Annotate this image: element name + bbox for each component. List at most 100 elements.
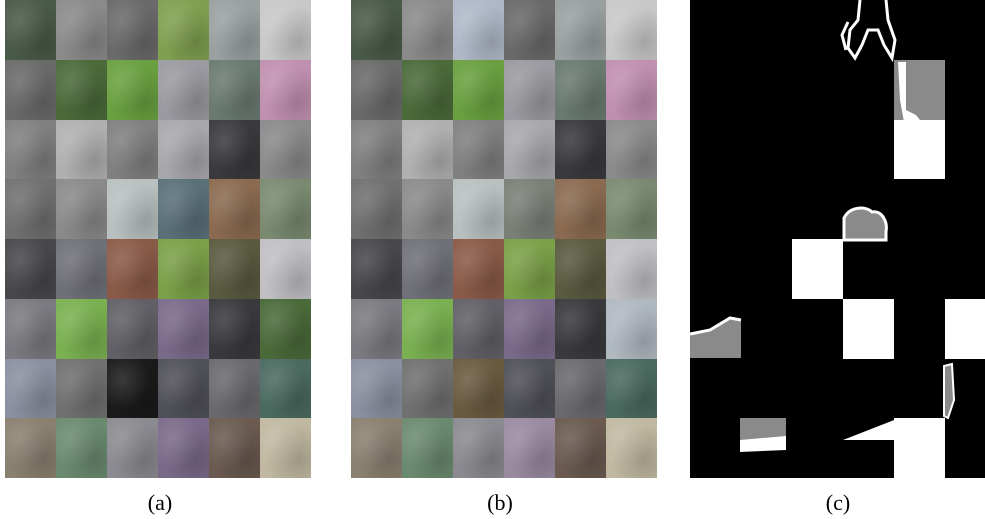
b-patch-42 — [351, 418, 402, 478]
b-patch-31 — [402, 298, 453, 359]
b-patch-13 — [402, 119, 453, 180]
b-patch-36 — [351, 358, 402, 419]
b-patch-25 — [402, 239, 453, 299]
a-patch-46 — [209, 418, 260, 478]
mask-left-edge — [690, 316, 742, 336]
mask-cell-white — [843, 298, 894, 359]
a-patch-2 — [107, 0, 158, 60]
a-patch-9 — [158, 59, 209, 120]
b-patch-40 — [555, 358, 606, 419]
a-patch-16 — [209, 119, 260, 180]
a-patch-26 — [107, 239, 158, 299]
patch-grid-a — [5, 0, 311, 478]
a-patch-32 — [107, 298, 158, 359]
a-patch-40 — [209, 358, 260, 419]
b-patch-1 — [402, 0, 453, 60]
a-patch-44 — [107, 418, 158, 478]
b-patch-33 — [504, 298, 555, 359]
a-patch-24 — [5, 239, 56, 299]
a-patch-11 — [260, 59, 311, 120]
b-patch-2 — [453, 0, 504, 60]
b-patch-15 — [504, 119, 555, 180]
a-patch-10 — [209, 59, 260, 120]
b-patch-23 — [606, 179, 657, 239]
a-patch-30 — [5, 298, 56, 359]
a-patch-36 — [5, 358, 56, 419]
a-patch-41 — [260, 358, 311, 419]
a-patch-39 — [158, 358, 209, 419]
a-patch-47 — [260, 418, 311, 478]
caption-c: (c) — [825, 490, 851, 515]
a-patch-25 — [56, 239, 107, 299]
a-patch-14 — [107, 119, 158, 180]
b-patch-45 — [504, 418, 555, 478]
b-patch-7 — [402, 59, 453, 120]
mask-region-contour — [898, 62, 920, 122]
b-patch-28 — [555, 239, 606, 299]
b-patch-5 — [606, 0, 657, 60]
b-patch-18 — [351, 179, 402, 239]
b-patch-3 — [504, 0, 555, 60]
b-patch-38 — [453, 358, 504, 419]
a-patch-23 — [260, 179, 311, 239]
mask-bottom-white — [740, 436, 786, 452]
a-patch-43 — [56, 418, 107, 478]
a-patch-12 — [5, 119, 56, 180]
b-patch-32 — [453, 298, 504, 359]
b-patch-37 — [402, 358, 453, 419]
caption-a: (a) — [147, 490, 173, 515]
a-patch-33 — [158, 298, 209, 359]
a-patch-1 — [56, 0, 107, 60]
a-patch-0 — [5, 0, 56, 60]
b-patch-6 — [351, 59, 402, 120]
a-patch-4 — [209, 0, 260, 60]
a-patch-3 — [158, 0, 209, 60]
b-patch-43 — [402, 418, 453, 478]
a-patch-31 — [56, 298, 107, 359]
panel-a-patch-grid — [5, 0, 311, 478]
b-patch-4 — [555, 0, 606, 60]
a-patch-8 — [107, 59, 158, 120]
b-patch-41 — [606, 358, 657, 419]
caption-b: (b) — [487, 490, 513, 515]
b-patch-16 — [555, 119, 606, 180]
a-patch-29 — [260, 239, 311, 299]
mask-contours — [690, 0, 956, 452]
a-patch-28 — [209, 239, 260, 299]
a-patch-17 — [260, 119, 311, 180]
mask-bottom-gray — [740, 418, 786, 440]
panel-c-mask — [690, 0, 985, 478]
b-patch-17 — [606, 119, 657, 180]
a-patch-37 — [56, 358, 107, 419]
a-patch-42 — [5, 418, 56, 478]
b-patch-39 — [504, 358, 555, 419]
mask-cell-white — [894, 119, 945, 180]
b-patch-30 — [351, 298, 402, 359]
b-patch-14 — [453, 119, 504, 180]
b-patch-8 — [453, 59, 504, 120]
b-patch-34 — [555, 298, 606, 359]
b-patch-0 — [351, 0, 402, 60]
b-patch-21 — [504, 179, 555, 239]
mask-wedge-2 — [843, 420, 894, 440]
b-patch-20 — [453, 179, 504, 239]
mask-right-sliver — [943, 362, 956, 420]
a-patch-35 — [260, 298, 311, 359]
a-patch-21 — [158, 179, 209, 239]
a-patch-5 — [260, 0, 311, 60]
mask-person-contour — [846, 0, 897, 63]
a-patch-6 — [5, 59, 56, 120]
mask-wedge-1 — [792, 272, 810, 298]
a-patch-15 — [158, 119, 209, 180]
a-patch-45 — [158, 418, 209, 478]
a-patch-7 — [56, 59, 107, 120]
a-patch-20 — [107, 179, 158, 239]
mask-cell-white — [894, 418, 945, 478]
b-patch-47 — [606, 418, 657, 478]
b-patch-19 — [402, 179, 453, 239]
mask-cell-white — [945, 298, 985, 359]
a-patch-34 — [209, 298, 260, 359]
mask-person-arm — [840, 21, 850, 51]
panel-b-patch-grid — [351, 0, 657, 478]
a-patch-18 — [5, 179, 56, 239]
